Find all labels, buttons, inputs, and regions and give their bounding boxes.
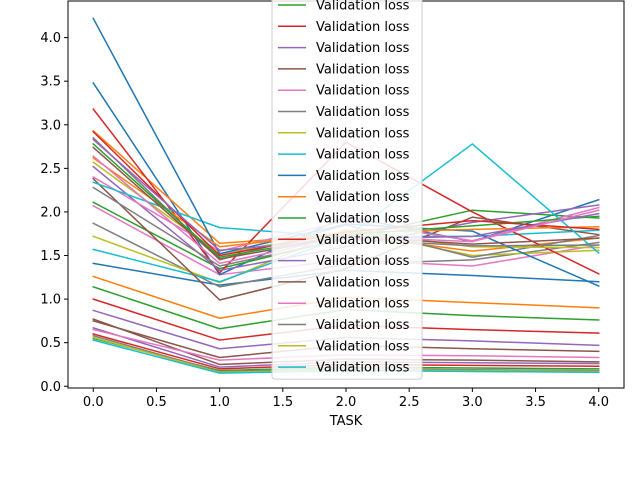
y-tick-label: 0.0 (40, 380, 61, 395)
legend-label: Validation loss (316, 148, 410, 163)
legend-label: Validation loss (316, 190, 410, 205)
x-tick-label: 3.5 (525, 395, 546, 410)
legend-label: Validation loss (316, 233, 410, 248)
legend-label: Validation loss (316, 0, 410, 14)
legend-label: Validation loss (316, 361, 410, 376)
legend-label: Validation loss (316, 20, 410, 35)
y-tick-label: 3.0 (40, 118, 61, 133)
legend-label: Validation loss (316, 105, 410, 120)
y-tick-label: 3.5 (40, 75, 61, 90)
legend-label: Validation loss (316, 254, 410, 269)
legend-label: Validation loss (316, 62, 410, 77)
legend-label: Validation loss (316, 318, 410, 333)
legend: Validation loss Validation loss Validation… (271, 0, 423, 380)
x-tick-label: 1.5 (272, 395, 293, 410)
y-tick-label: 2.0 (40, 205, 61, 220)
y-tick-label: 2.5 (40, 162, 61, 177)
x-tick-label: 0.0 (83, 395, 104, 410)
legend-label: Validation loss (316, 339, 410, 354)
legend-label: Validation loss (316, 84, 410, 99)
legend-label: Validation loss (316, 212, 410, 227)
x-tick-label: 4.0 (588, 395, 609, 410)
legend-box (271, 0, 423, 380)
y-tick-label: 0.5 (40, 336, 61, 351)
legend-label: Validation loss (316, 297, 410, 312)
x-tick-label: 3.0 (462, 395, 483, 410)
x-tick-label: 0.5 (146, 395, 167, 410)
y-tick-label: 1.0 (40, 293, 61, 308)
y-tick-label: 1.5 (40, 249, 61, 264)
y-tick-label: 4.0 (40, 31, 61, 46)
legend-label: Validation loss (316, 126, 410, 141)
x-tick-label: 1.0 (209, 395, 230, 410)
legend-label: Validation loss (316, 41, 410, 56)
x-tick-label: 2.0 (336, 395, 357, 410)
x-axis-label: TASK (329, 414, 363, 429)
legend-label: Validation loss (316, 275, 410, 290)
x-tick-label: 2.5 (399, 395, 420, 410)
legend-label: Validation loss (316, 169, 410, 184)
axes: 0.0 0.5 1.0 1.5 2.0 2.5 3.0 3.5 4.0 0.0 0.5 1.0 1.5 2… (40, 0, 625, 410)
